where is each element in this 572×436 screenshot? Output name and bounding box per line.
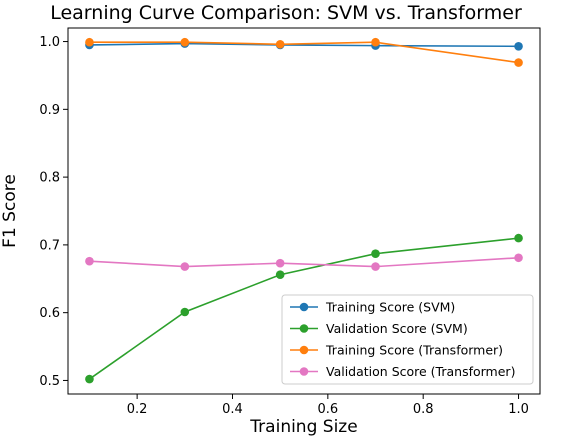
y-tick-label: 0.8 (39, 171, 60, 186)
legend: Training Score (SVM) Validation Score (SV… (281, 294, 534, 385)
series-3 (85, 37, 523, 67)
x-axis-ticks: 0.2 0.4 0.6 0.8 1.0 (127, 394, 529, 417)
y-tick-label: 0.5 (39, 374, 60, 389)
x-tick-label: 0.4 (222, 402, 243, 417)
data-point (275, 270, 285, 280)
legend-label: Training Score (Transformer) (325, 343, 503, 358)
data-point (514, 253, 523, 263)
y-tick-label: 0.9 (39, 103, 60, 118)
data-point (371, 249, 380, 258)
legend-marker (299, 345, 309, 355)
x-tick-label: 1.0 (508, 402, 529, 417)
legend-marker (299, 302, 309, 312)
data-point (514, 42, 523, 51)
series-layer (85, 37, 523, 384)
y-tick-label: 0.7 (39, 238, 60, 253)
legend-marker (299, 367, 309, 376)
data-point (180, 37, 190, 47)
chart-title: Learning Curve Comparison: SVM vs. Trans… (50, 2, 522, 24)
series-line (89, 256, 519, 268)
data-point (514, 233, 523, 243)
y-axis-ticks: 0.5 0.6 0.7 0.8 0.9 1.0 (39, 35, 68, 389)
data-point (275, 258, 285, 268)
axes-frame (67, 27, 541, 395)
legend-item: Validation Score (SVM) (290, 321, 468, 336)
legend-item: Validation Score (Transformer) (290, 364, 515, 379)
legend-label: Validation Score (Transformer) (326, 364, 515, 379)
data-point (85, 374, 94, 384)
y-tick-label: 0.6 (39, 306, 60, 321)
data-point (180, 307, 190, 317)
legend-marker (299, 324, 309, 333)
y-axis-label: F1 Score (0, 174, 20, 248)
data-point (85, 256, 94, 266)
x-axis-label: Training Size (249, 417, 357, 436)
legend-label: Training Score (SVM) (325, 300, 455, 315)
data-point (85, 37, 94, 47)
legend-item: Training Score (SVM) (290, 300, 455, 315)
x-tick-label: 0.8 (413, 402, 434, 417)
series-1 (85, 39, 523, 51)
data-point (180, 262, 190, 271)
y-tick-label: 1.0 (39, 35, 60, 50)
legend-label: Validation Score (SVM) (326, 321, 468, 336)
x-tick-label: 0.6 (317, 402, 338, 417)
data-point (514, 58, 523, 67)
legend-item: Training Score (Transformer) (290, 343, 503, 358)
legend-box (281, 294, 534, 385)
series-2 (85, 233, 523, 384)
data-point (371, 262, 380, 271)
series-4 (85, 253, 523, 271)
data-point (371, 37, 380, 47)
data-point (275, 39, 285, 49)
x-tick-label: 0.2 (127, 402, 148, 417)
